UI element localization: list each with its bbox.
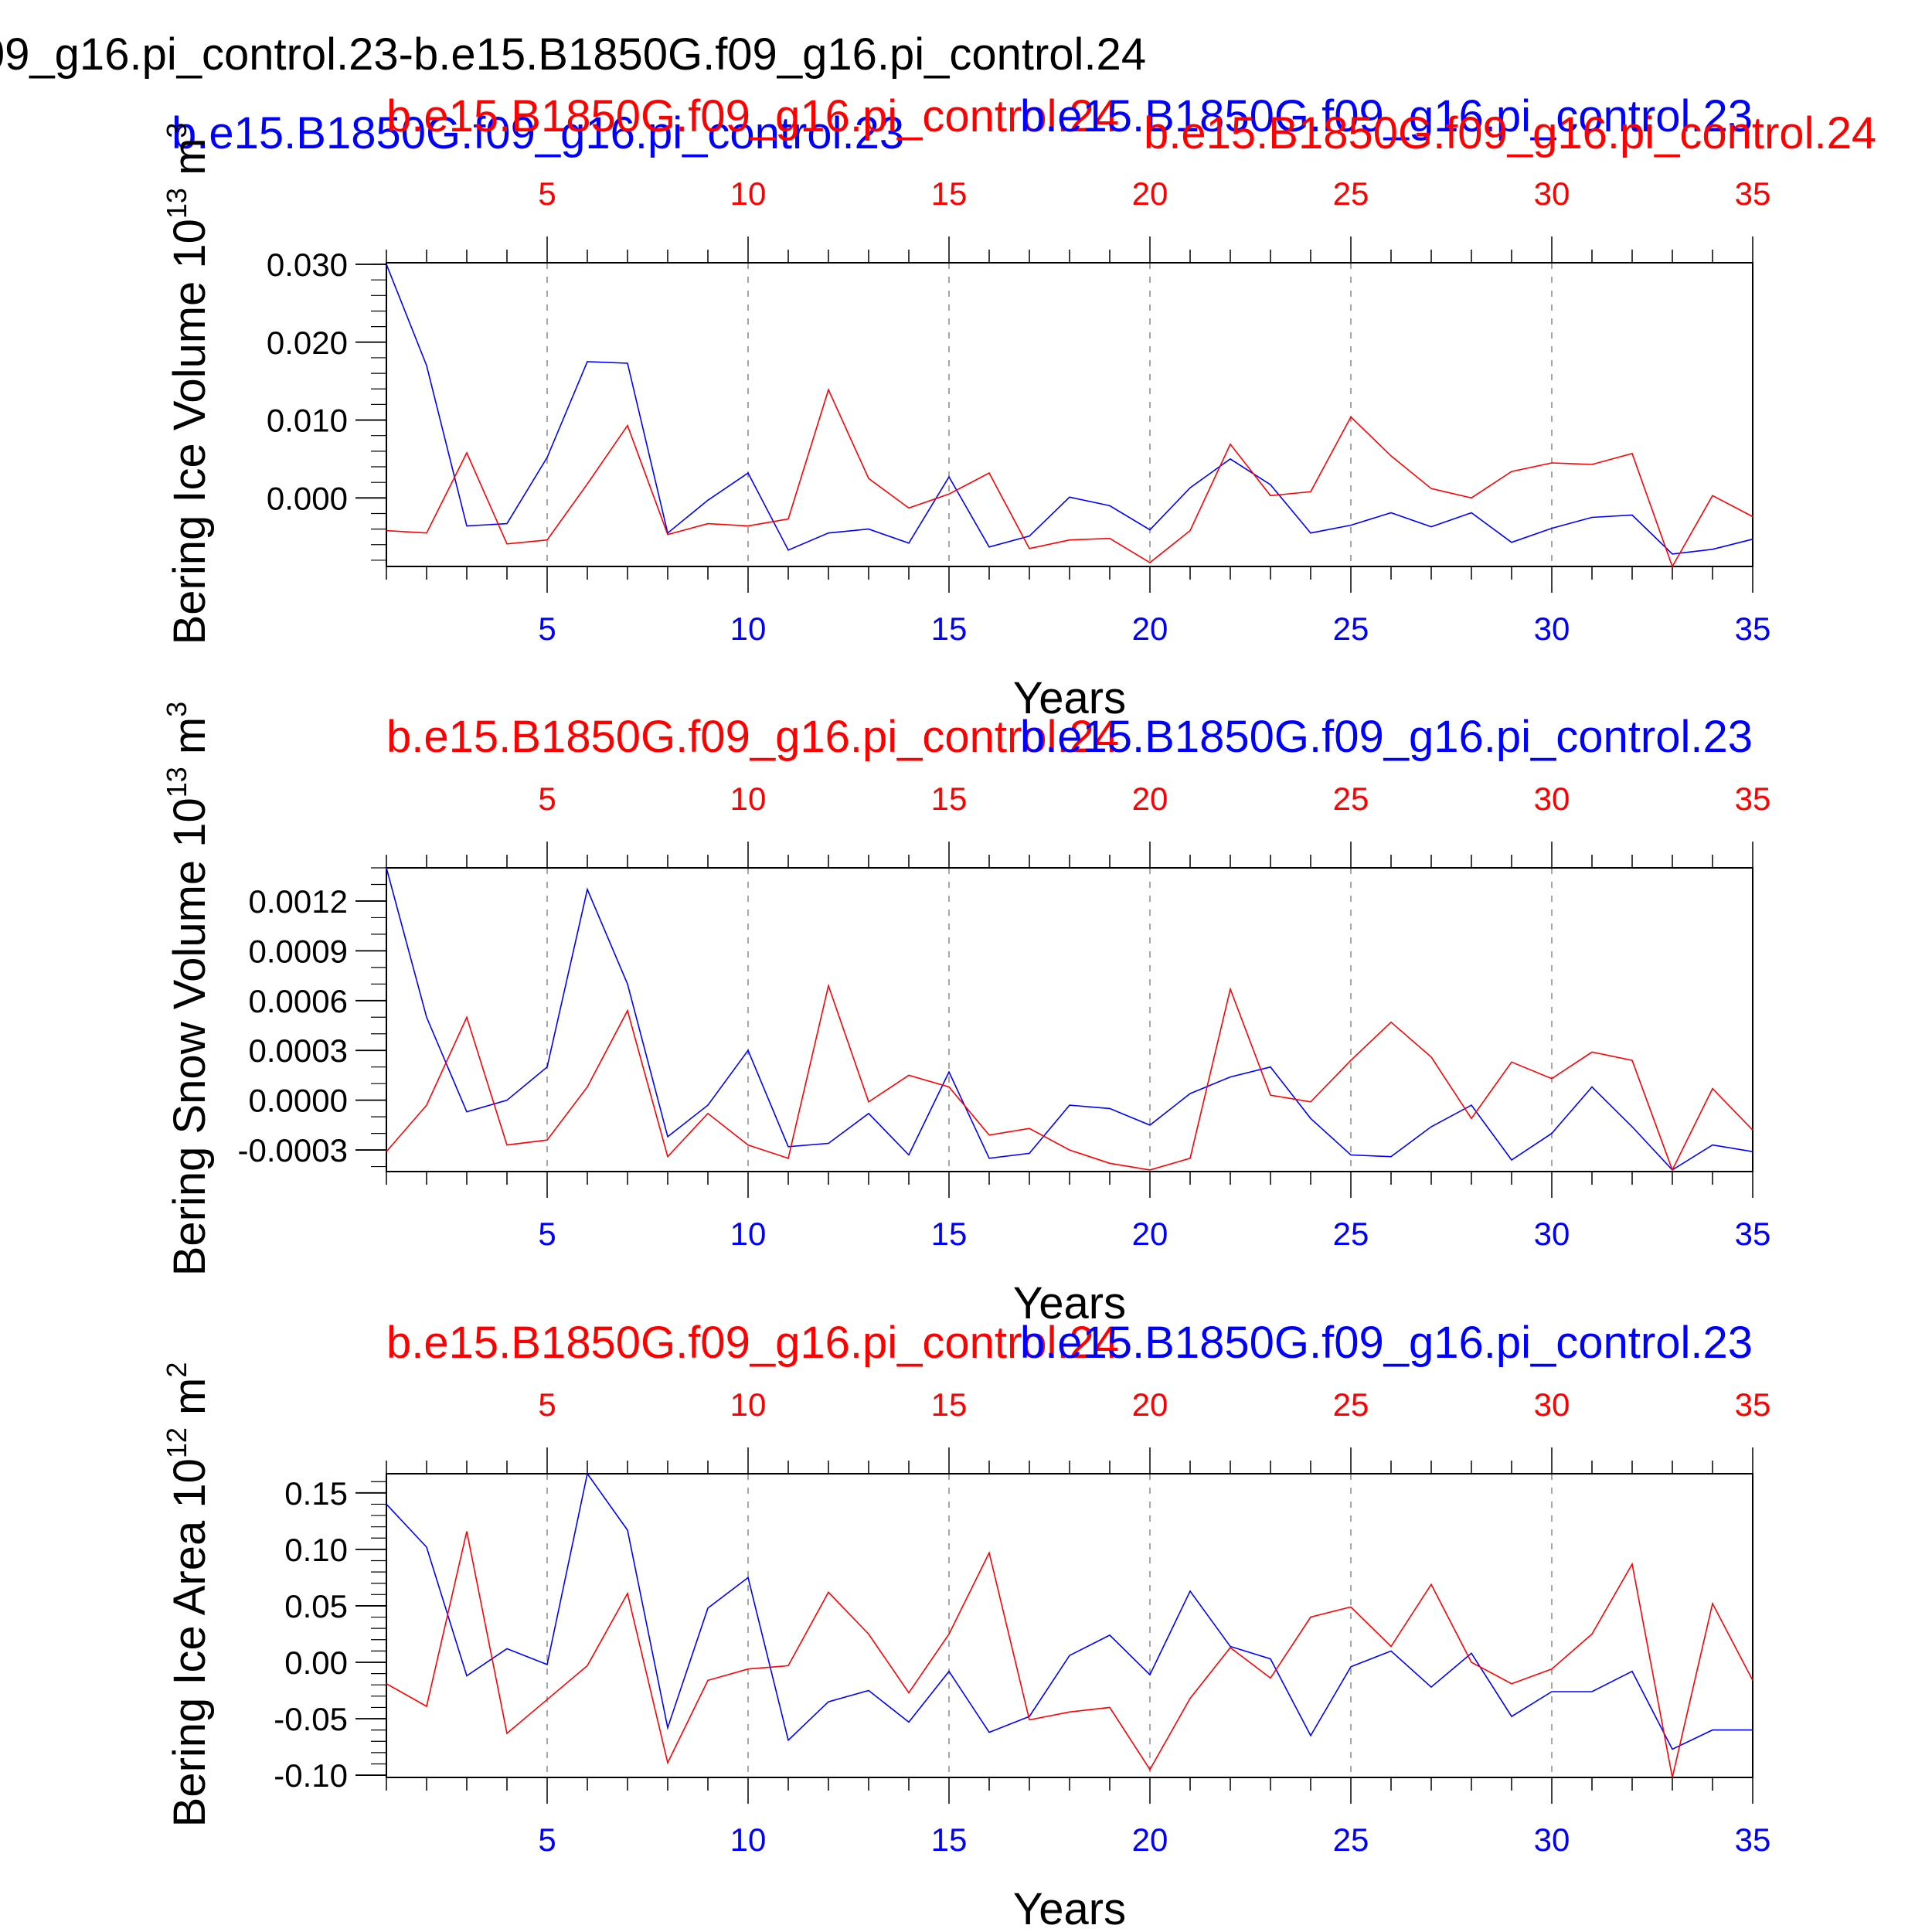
x-tick-label-bottom: 25 [1333, 611, 1369, 647]
x-tick-label-top: 10 [730, 781, 767, 817]
x-tick-label-top: 10 [730, 175, 767, 212]
x-tick-label-top: 15 [931, 1386, 968, 1423]
x-tick-label-top: 5 [538, 1386, 556, 1423]
x-tick-label-top: 20 [1132, 781, 1168, 817]
x-tick-label-bottom: 10 [730, 1821, 767, 1858]
series-line-red [386, 388, 1753, 568]
x-tick-label-top: 35 [1735, 1386, 1771, 1423]
series-line-red [386, 1531, 1753, 1778]
chart-panel-1: 0.000 0.010 0.020 0.030 5 5 10 10 15 15 20 20 25 25 30… [161, 91, 1876, 723]
series-line-blue [386, 867, 1753, 1171]
x-tick-label-top: 25 [1333, 175, 1369, 212]
x-tick-label-bottom: 30 [1534, 611, 1570, 647]
plot-frame [386, 1473, 1753, 1778]
x-tick-label-bottom: 5 [538, 1821, 556, 1858]
x-tick-label-top: 5 [538, 781, 556, 817]
case-label: b.e15.B1850G.f09_g16.pi_control.24 [386, 712, 1119, 762]
case-label: b.e15.B1850G.f09_g16.pi_control.23 [172, 108, 904, 158]
case-label: b.e15.B1850G.f09_g16.pi_control.24 [386, 91, 1119, 141]
y-tick-label: 0.0000 [249, 1083, 348, 1119]
x-tick-label-bottom: 25 [1333, 1821, 1369, 1858]
y-tick-label: 0.030 [267, 247, 348, 283]
x-tick-label-bottom: 5 [538, 611, 556, 647]
x-tick-label-bottom: 20 [1132, 611, 1168, 647]
y-tick-label: 0.010 [267, 403, 348, 439]
x-tick-label-bottom: 20 [1132, 1216, 1168, 1252]
case-label: b.e15.B1850G.f09_g16.pi_control.24 [386, 1318, 1119, 1368]
x-tick-label-top: 30 [1534, 781, 1570, 817]
x-tick-label-bottom: 35 [1735, 611, 1771, 647]
y-tick-label: 0.15 [284, 1475, 348, 1512]
x-tick-label-bottom: 35 [1735, 1821, 1771, 1858]
x-tick-label-bottom: 10 [730, 611, 767, 647]
y-tick-label: 0.10 [284, 1532, 348, 1568]
x-tick-label-bottom: 30 [1534, 1821, 1570, 1858]
y-tick-label: 0.0009 [249, 933, 348, 969]
series-line-blue [386, 264, 1753, 555]
x-tick-label-bottom: 20 [1132, 1821, 1168, 1858]
x-tick-label-bottom: 15 [931, 1216, 968, 1252]
y-tick-label: -0.05 [274, 1701, 348, 1737]
y-tick-label: 0.05 [284, 1588, 348, 1624]
case-label: b.e15.B1850G.f09_g16.pi_control.23 [1020, 712, 1753, 762]
y-axis-title: Bering Ice Volume 1013 m3 [161, 123, 215, 645]
y-tick-label: 0.000 [267, 480, 348, 516]
x-tick-label-top: 15 [931, 781, 968, 817]
x-tick-label-top: 5 [538, 175, 556, 212]
case-label: b.e15.B1850G.f09_g16.pi_control.23 [1020, 1318, 1753, 1368]
x-tick-label-top: 35 [1735, 781, 1771, 817]
x-tick-label-top: 20 [1132, 175, 1168, 212]
x-axis-title: Years [1013, 673, 1126, 723]
x-tick-label-top: 20 [1132, 1386, 1168, 1423]
y-tick-label: -0.0003 [238, 1132, 348, 1168]
y-tick-label: 0.0012 [249, 883, 348, 920]
x-tick-label-top: 30 [1534, 175, 1570, 212]
plot-frame [386, 262, 1753, 567]
x-axis-title: Years [1013, 1278, 1126, 1328]
x-tick-label-bottom: 10 [730, 1216, 767, 1252]
x-tick-label-top: 25 [1333, 781, 1369, 817]
chart-panel-3: -0.10 -0.05 0.00 0.05 0.10 0.15 5 5 10 10 15 15 20 20… [161, 1318, 1770, 1932]
x-tick-label-bottom: 35 [1735, 1216, 1771, 1252]
y-axis-title: Bering Ice Area 1012 m2 [161, 1362, 215, 1828]
plot-frame [386, 867, 1753, 1172]
y-tick-label: 0.00 [284, 1645, 348, 1681]
x-axis-title: Years [1013, 1884, 1126, 1932]
case-label: b.e15.B1850G.f09_g16.pi_control.23 [1020, 91, 1753, 141]
x-tick-label-bottom: 15 [931, 611, 968, 647]
y-tick-label: 0.0003 [249, 1032, 348, 1069]
y-axis-title: Bering Snow Volume 1013 m3 [161, 702, 215, 1277]
y-tick-label: 0.0006 [249, 983, 348, 1019]
x-tick-label-bottom: 25 [1333, 1216, 1369, 1252]
x-tick-label-top: 10 [730, 1386, 767, 1423]
x-tick-label-top: 15 [931, 175, 968, 212]
x-tick-label-top: 30 [1534, 1386, 1570, 1423]
series-line-blue [386, 1472, 1753, 1750]
figure-title: ering JFM Climatology (1-35) Anomalies b… [0, 29, 1146, 80]
series-line-red [386, 983, 1753, 1172]
x-tick-label-bottom: 30 [1534, 1216, 1570, 1252]
case-label: b.e15.B1850G.f09_g16.pi_control.24 [1144, 108, 1876, 158]
x-tick-label-top: 35 [1735, 175, 1771, 212]
x-tick-label-top: 25 [1333, 1386, 1369, 1423]
chart-panel-2: -0.0003 0.0000 0.0003 0.0006 0.0009 0.0012 5 5 1… [161, 702, 1770, 1328]
x-tick-label-bottom: 15 [931, 1821, 968, 1858]
chart-panels: 0.000 0.010 0.020 0.030 5 5 10 10 15 15 20 20 25 25 30… [161, 91, 1876, 1932]
y-tick-label: -0.10 [274, 1757, 348, 1794]
y-tick-label: 0.020 [267, 325, 348, 361]
x-tick-label-bottom: 5 [538, 1216, 556, 1252]
